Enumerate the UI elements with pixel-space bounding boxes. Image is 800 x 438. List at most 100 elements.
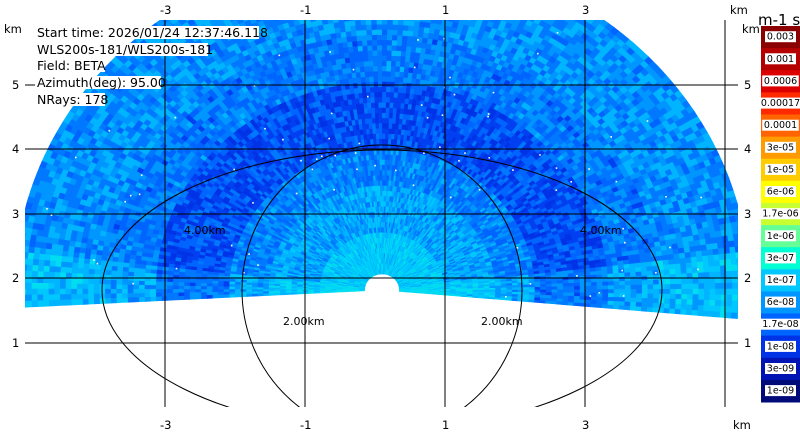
scan-cell: [720, 288, 728, 295]
scan-cell: [737, 288, 738, 295]
scan-cell: [557, 285, 564, 290]
scan-cell: [624, 271, 631, 277]
scan-cell: [624, 280, 632, 286]
scan-cell: [736, 263, 738, 271]
scan-cell: [647, 279, 654, 285]
scan-cell: [613, 288, 621, 294]
scan-cell: [568, 291, 575, 297]
scan-cell: [681, 283, 688, 289]
scan-cell: [679, 262, 687, 269]
scan-cell: [646, 265, 654, 272]
scan-cell: [675, 288, 683, 295]
scan-cell: [562, 291, 570, 296]
scan-cell: [602, 280, 609, 286]
scan-cell: [573, 298, 581, 303]
scan-cell: [725, 270, 733, 278]
scan-cell: [636, 288, 643, 294]
scan-cell: [641, 283, 649, 290]
scan-cell: [487, 4, 495, 11]
scan-cell: [593, 20, 595, 21]
scan-cell: [630, 301, 637, 307]
scan-cell: [590, 295, 598, 301]
scan-cell: [585, 285, 592, 290]
scan-cell: [557, 288, 564, 293]
scan-cell: [612, 272, 620, 278]
scan-cell: [555, 4, 564, 11]
scan-cell: [630, 292, 637, 298]
scan-cell: [538, 8, 546, 15]
scan-cell: [731, 269, 738, 277]
scan-cell: [596, 299, 603, 305]
scan-cell: [574, 288, 581, 293]
scan-cell: [613, 292, 620, 298]
scan-cell: [703, 282, 711, 289]
scan-cell: [680, 303, 688, 310]
scan-cell: [563, 3, 572, 11]
scan-cell: [568, 285, 575, 290]
scan-cell: [630, 296, 637, 303]
scan-cell: [737, 226, 738, 232]
scan-cell: [619, 296, 626, 302]
scan-cell: [670, 283, 677, 290]
scan-cell: [450, 5, 457, 11]
scan-cell: [691, 304, 699, 311]
scan-cell: [584, 299, 592, 304]
scan-cell: [691, 261, 699, 268]
scan-cell: [702, 260, 710, 268]
scan-cell: [456, 7, 463, 13]
scan-cell: [551, 288, 558, 293]
scan-cell: [607, 300, 615, 306]
scan-cell: [602, 288, 609, 294]
scan-cell: [492, 6, 500, 13]
scan-cell: [674, 267, 682, 275]
scan-cell: [596, 295, 603, 301]
scan-cell: [528, 286, 536, 290]
scan-cell: [534, 286, 541, 290]
scan-cell: [707, 254, 715, 262]
scan-cell: [730, 257, 738, 265]
scan-cell: [669, 303, 677, 309]
scan-cell: [653, 283, 660, 290]
scan-cell: [569, 6, 578, 14]
scan-cell: [601, 299, 609, 305]
scan-cell: [652, 297, 660, 304]
scan-cell: [540, 286, 547, 290]
scan-cell: [618, 276, 626, 282]
scan-cell: [641, 301, 648, 308]
scan-cell: [562, 288, 570, 293]
scan-cell: [641, 292, 649, 299]
scan-cell: [534, 288, 541, 293]
scan-cell: [720, 282, 728, 289]
scan-cell: [560, 7, 569, 15]
scan-cell: [679, 257, 687, 264]
scan-cell: [516, 0, 524, 5]
scan-cell: [668, 258, 676, 265]
scan-cell: [732, 233, 738, 241]
scan-cell: [530, 10, 538, 17]
scan-cell: [636, 292, 643, 299]
scan-cell: [741, 245, 748, 252]
scan-cell: [663, 263, 670, 270]
scan-cell: [698, 293, 705, 300]
scan-cell: [708, 265, 716, 273]
scan-cell: [715, 282, 722, 289]
scan-cell: [472, 11, 479, 18]
scan-cell: [607, 303, 614, 309]
scan-cell: [726, 293, 733, 301]
scan-cell: [435, 20, 443, 25]
scan-cell: [675, 283, 683, 290]
scan-cell: [646, 269, 654, 276]
scan-cell: [572, 2, 581, 10]
scan-cell: [602, 284, 609, 290]
scan-cell: [509, 12, 517, 19]
scan-cell: [742, 257, 748, 264]
scan-cell: [466, 20, 472, 22]
scan-cell: [734, 214, 738, 222]
scan-cell: [698, 288, 705, 295]
scan-cell: [669, 278, 677, 285]
scan-cell: [538, 0, 546, 3]
scan-cell: [669, 268, 676, 275]
scan-cell: [685, 256, 692, 264]
scan-cell: [670, 288, 677, 295]
scan-cell: [692, 282, 700, 289]
